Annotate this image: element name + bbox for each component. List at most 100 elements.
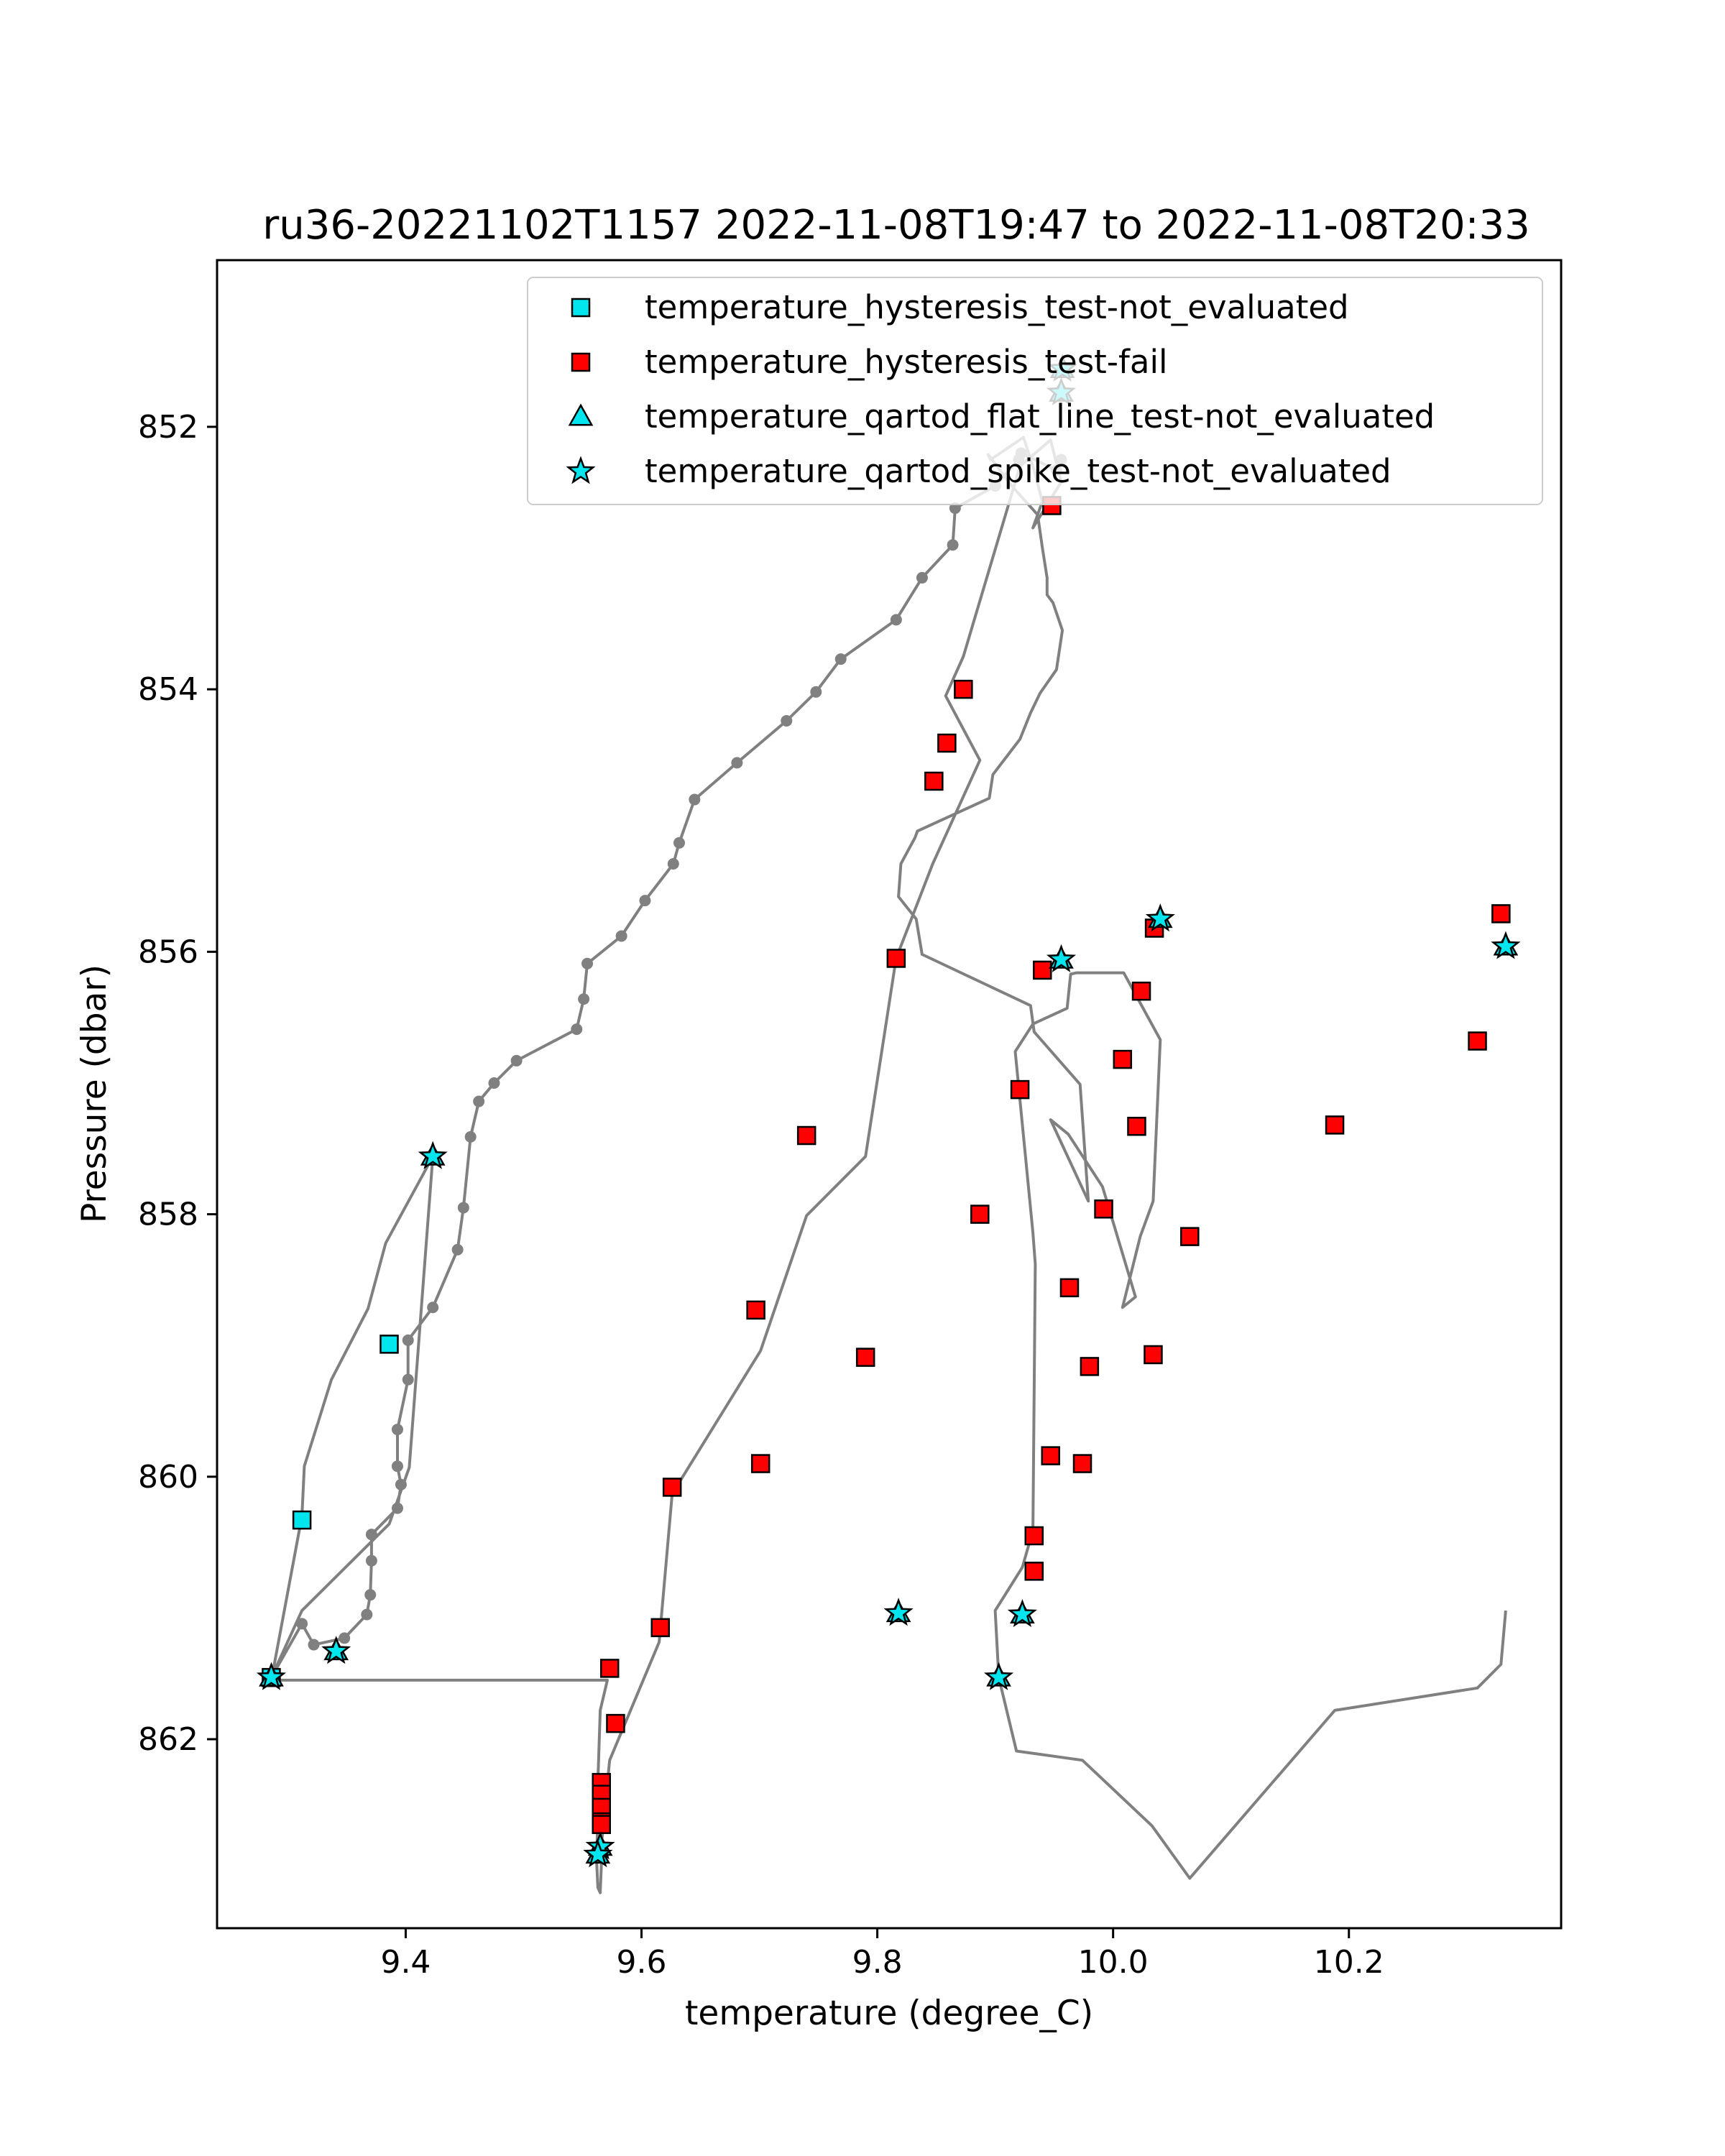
profile-point — [667, 858, 679, 870]
profile-point — [402, 1334, 414, 1346]
profile-point — [308, 1639, 320, 1651]
square-marker — [1491, 904, 1511, 923]
square-marker — [937, 733, 957, 753]
legend-marker — [566, 456, 596, 484]
legend: temperature_hysteresis_test-not_evaluate… — [527, 277, 1543, 505]
square-marker — [1080, 1357, 1100, 1376]
x-tick-label: 9.8 — [852, 1944, 903, 1981]
x-tick-label: 10.2 — [1314, 1944, 1384, 1981]
profile-point — [365, 1529, 377, 1541]
y-tick-label: 856 — [138, 934, 198, 970]
square-marker — [886, 949, 906, 968]
square-marker — [1325, 1115, 1345, 1135]
legend-marker — [571, 298, 591, 318]
square-marker — [1041, 1446, 1060, 1465]
square-marker — [970, 1204, 990, 1224]
chart-title: ru36-20221102T1157 2022-11-08T19:47 to 2… — [262, 202, 1530, 249]
profile-point — [689, 793, 701, 806]
series-temperature_qartod_spike_test-not_evaluated — [256, 353, 1521, 1868]
star-marker — [1046, 944, 1077, 972]
square-marker — [750, 1454, 770, 1473]
profile-point — [510, 1054, 523, 1067]
axes-frame — [216, 259, 1563, 1930]
star-marker — [883, 1598, 914, 1626]
square-marker — [1010, 1079, 1030, 1100]
square-marker — [1094, 1199, 1113, 1219]
profile-point — [395, 1478, 407, 1491]
profile-point — [391, 1460, 403, 1473]
square-marker — [1127, 1116, 1146, 1136]
profile-point — [731, 757, 743, 769]
legend-entry-label: temperature_qartod_flat_line_test-not_ev… — [645, 397, 1435, 436]
profile-line — [270, 436, 1507, 1894]
legend-marker — [568, 403, 594, 426]
legend-frame — [527, 277, 1543, 505]
square-marker — [796, 1125, 816, 1146]
plot-area — [256, 353, 1521, 1894]
legend-entry-label: temperature_hysteresis_test-fail — [645, 343, 1167, 381]
profile-point — [615, 930, 627, 942]
square-marker — [1113, 1049, 1133, 1069]
star-marker — [1007, 1598, 1037, 1628]
y-tick-label: 854 — [138, 671, 198, 708]
series-temperature_qartod_flat_line_test-not_evaluated — [259, 356, 1519, 1864]
profile-point — [488, 1077, 500, 1089]
square-marker — [292, 1510, 312, 1530]
profile-point — [890, 614, 902, 626]
x-tick-label: 9.6 — [617, 1944, 667, 1981]
profile-point — [781, 714, 793, 727]
y-tick-label: 862 — [138, 1721, 198, 1758]
legend-entry-label: temperature_hysteresis_test-not_evaluate… — [645, 288, 1349, 326]
star-marker — [321, 1636, 351, 1664]
square-marker — [1144, 1345, 1163, 1365]
profile-point — [427, 1302, 439, 1314]
profile-point — [364, 1589, 377, 1601]
profile-point — [639, 895, 651, 907]
star-marker — [256, 1662, 287, 1690]
square-marker — [746, 1300, 765, 1320]
square-marker — [1180, 1227, 1200, 1246]
profile-point — [457, 1202, 469, 1214]
y-axis-ticks: 852 854 856 858 860 862 — [138, 409, 217, 1758]
square-marker — [1072, 1454, 1092, 1473]
profile-point — [947, 539, 959, 551]
profile-point — [451, 1243, 464, 1256]
y-axis-label: Pressure (dbar) — [75, 964, 114, 1223]
square-marker — [855, 1348, 875, 1367]
profile-point — [916, 571, 928, 584]
square-marker — [606, 1713, 625, 1733]
profile-point — [581, 957, 594, 969]
x-axis-label: temperature (degree_C) — [685, 1994, 1093, 2033]
profile-point — [391, 1424, 403, 1436]
square-marker — [1024, 1526, 1044, 1546]
y-tick-label: 852 — [138, 409, 198, 446]
square-marker — [1024, 1562, 1044, 1581]
profile-point — [473, 1095, 485, 1107]
x-tick-label: 9.4 — [380, 1944, 431, 1981]
profile-point — [361, 1608, 373, 1621]
profile-point — [365, 1554, 377, 1567]
star-marker — [1145, 903, 1175, 932]
profile-point — [810, 686, 822, 698]
square-marker — [1059, 1278, 1080, 1298]
square-marker — [599, 1659, 620, 1678]
star-marker — [1491, 931, 1521, 959]
star-marker — [983, 1662, 1014, 1690]
profile-point — [949, 502, 961, 515]
profile-point — [673, 837, 686, 849]
square-marker — [662, 1478, 682, 1497]
profile-point — [402, 1373, 414, 1386]
profile-point — [571, 1023, 583, 1036]
square-marker — [1131, 981, 1151, 1001]
profile-point — [391, 1502, 403, 1514]
square-marker — [1468, 1031, 1487, 1051]
star-marker — [418, 1141, 448, 1169]
square-marker — [1032, 960, 1052, 980]
profile-point — [578, 993, 590, 1005]
square-marker — [924, 771, 944, 791]
profile-point — [464, 1130, 477, 1143]
profile-point — [834, 653, 847, 665]
square-marker — [380, 1335, 399, 1354]
y-tick-label: 860 — [138, 1459, 198, 1496]
